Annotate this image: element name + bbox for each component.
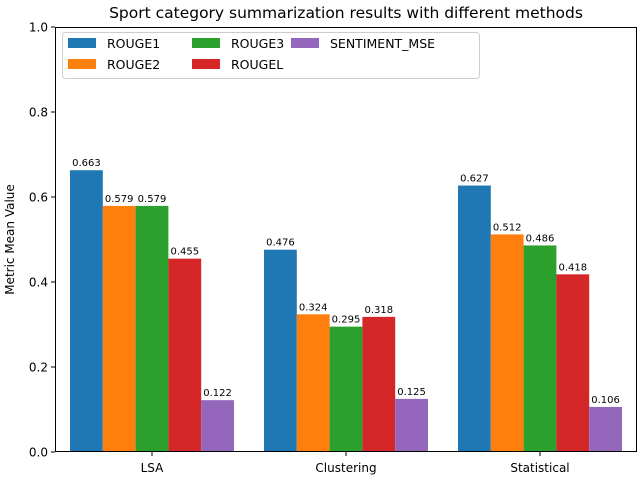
legend-label: SENTIMENT_MSE <box>330 36 435 51</box>
x-tick-label: Statistical <box>510 461 569 475</box>
plot-frame <box>55 27 637 452</box>
bar-rouge1-clustering <box>264 249 297 452</box>
bar-rouge2-lsa <box>102 205 136 452</box>
bar-rouge3-clustering <box>329 326 363 452</box>
y-tick-label: 1.0 <box>29 20 48 34</box>
x-tick-label: LSA <box>141 461 165 475</box>
bar-rougel-lsa <box>168 258 202 452</box>
data-label: 0.455 <box>170 247 199 258</box>
legend-swatch <box>291 38 319 48</box>
y-tick-label: 0.2 <box>29 360 48 374</box>
legend-label: ROUGE1 <box>107 36 160 51</box>
bar-sentiment_mse-clustering <box>395 398 428 452</box>
legend: ROUGE1 ROUGE2 ROUGE3 ROUGEL SENTIMENT_MSE <box>62 32 480 79</box>
legend-swatch <box>192 59 220 69</box>
x-axis: LSA Clustering Statistical <box>141 452 570 475</box>
y-tick-label: 0.0 <box>29 445 48 459</box>
data-label: 0.106 <box>591 395 620 406</box>
legend-swatch <box>68 59 96 69</box>
bar-rougel-clustering <box>362 316 396 452</box>
data-label: 0.486 <box>526 233 555 244</box>
legend-label: ROUGE3 <box>231 36 284 51</box>
data-label: 0.295 <box>332 315 361 326</box>
y-axis-label: Metric Mean Value <box>3 184 17 295</box>
data-label: 0.627 <box>460 174 489 185</box>
legend-swatch <box>68 38 96 48</box>
data-label: 0.125 <box>397 387 426 398</box>
legend-label: ROUGEL <box>231 57 283 72</box>
bar-rouge1-lsa <box>70 170 103 452</box>
data-label: 0.579 <box>138 194 167 205</box>
bar-sentiment_mse-lsa <box>201 400 234 452</box>
data-label: 0.318 <box>364 305 393 316</box>
legend-swatch <box>192 38 220 48</box>
bar-rouge2-statistical <box>490 234 524 452</box>
chart-title: Sport category summarization results wit… <box>109 4 583 22</box>
y-tick-label: 0.8 <box>29 105 48 119</box>
bar-rouge3-lsa <box>135 205 169 452</box>
bar-rouge2-clustering <box>296 314 330 452</box>
data-label: 0.579 <box>105 194 134 205</box>
bar-sentiment_mse-statistical <box>589 406 622 452</box>
y-tick-label: 0.4 <box>29 275 48 289</box>
y-tick-label: 0.6 <box>29 190 48 204</box>
y-axis: 0.0 0.2 0.4 0.6 0.8 1.0 <box>29 20 55 459</box>
legend-label: ROUGE2 <box>107 57 160 72</box>
data-label: 0.476 <box>266 238 295 249</box>
bar-rouge1-statistical <box>458 185 491 452</box>
data-label: 0.512 <box>493 222 522 233</box>
data-label: 0.418 <box>558 262 587 273</box>
bar-rougel-statistical <box>556 274 590 452</box>
data-label: 0.324 <box>299 302 328 313</box>
legend-box <box>62 32 480 79</box>
bars-group <box>70 170 622 452</box>
data-labels-group: 0.663 0.579 0.579 0.455 0.122 0.476 0.324 0.295… <box>72 158 620 406</box>
data-label: 0.663 <box>72 158 101 169</box>
data-label: 0.122 <box>203 388 232 399</box>
bar-rouge3-statistical <box>523 245 557 452</box>
x-tick-label: Clustering <box>315 461 376 475</box>
